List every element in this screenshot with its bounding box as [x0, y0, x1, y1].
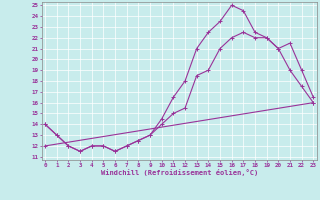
X-axis label: Windchill (Refroidissement éolien,°C): Windchill (Refroidissement éolien,°C) [100, 169, 258, 176]
